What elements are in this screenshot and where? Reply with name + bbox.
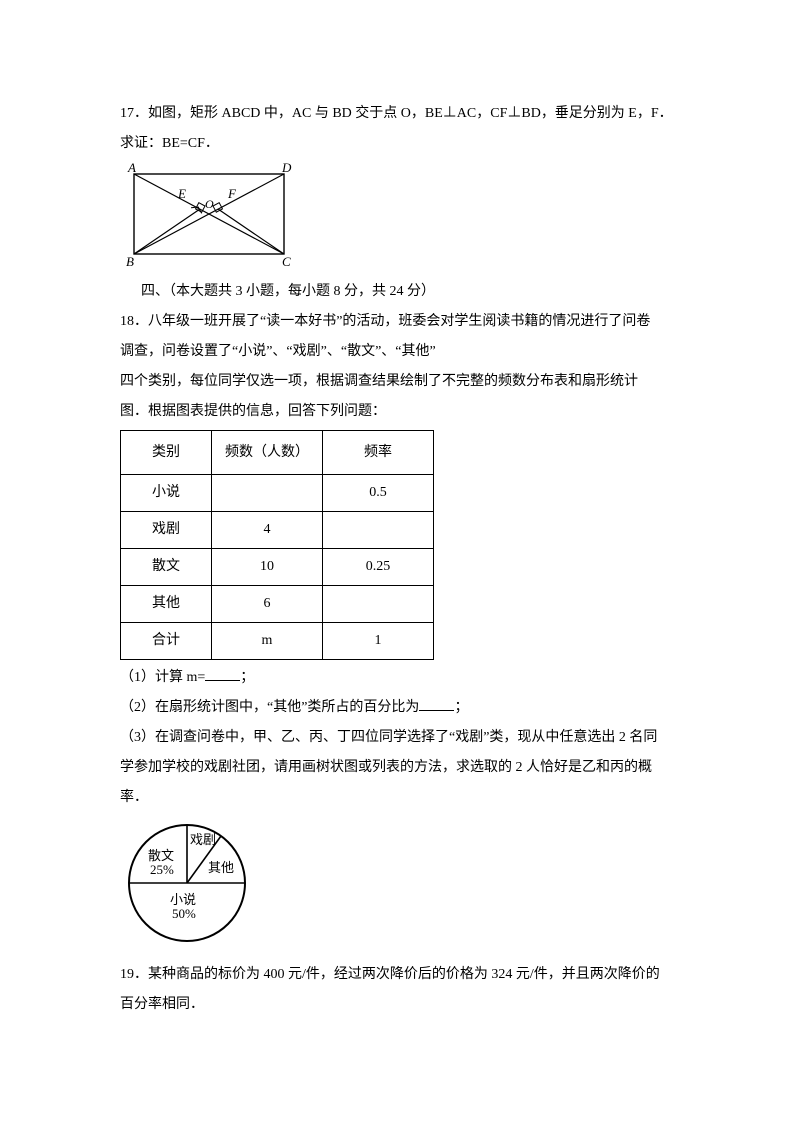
blank-other-pct xyxy=(419,696,454,711)
q18-line2: 调查，问卷设置了“小说”、“戏剧”、“散文”、“其他” xyxy=(120,338,680,366)
q17-line2: 求证：BE=CF． xyxy=(120,130,680,158)
table-header-row: 类别 频数（人数） 频率 xyxy=(121,431,434,475)
seg-cf xyxy=(218,209,284,254)
q18-sub1: （1）计算 m= ； xyxy=(120,664,680,692)
q18-sub1-post: ； xyxy=(240,670,254,685)
label-o: O xyxy=(205,197,214,211)
q18-sub3b: 学参加学校的戏剧社团，请用画树状图或列表的方法，求选取的 2 人恰好是乙和丙的概 xyxy=(120,754,680,782)
th-rate: 频率 xyxy=(323,431,434,475)
cell: 6 xyxy=(212,586,323,623)
q17-line1: 17．如图，矩形 ABCD 中，AC 与 BD 交于点 O，BE⊥AC，CF⊥B… xyxy=(120,100,680,128)
label-e: E xyxy=(177,186,186,201)
cell: 小说 xyxy=(121,475,212,512)
rectangle-figure: A D B C E F O xyxy=(120,160,298,270)
cell: m xyxy=(212,623,323,660)
table-row: 小说 0.5 xyxy=(121,475,434,512)
cell: 其他 xyxy=(121,586,212,623)
cell: 散文 xyxy=(121,549,212,586)
pie-pct-sanwen: 25% xyxy=(150,862,174,877)
pie-chart: 散文 25% 戏剧 其他 小说 50% xyxy=(120,816,255,951)
cell: 4 xyxy=(212,512,323,549)
table-row: 戏剧 4 xyxy=(121,512,434,549)
q18-sub1-pre: （1）计算 m= xyxy=(120,670,205,685)
q18-sub2-post: ； xyxy=(454,700,468,715)
frequency-table: 类别 频数（人数） 频率 小说 0.5 戏剧 4 散文 10 0.25 其他 6… xyxy=(120,430,434,660)
pie-label-sanwen: 散文 xyxy=(148,848,174,863)
table-row: 散文 10 0.25 xyxy=(121,549,434,586)
q19-line2: 百分率相同． xyxy=(120,991,680,1019)
cell: 1 xyxy=(323,623,434,660)
label-d: D xyxy=(281,160,292,175)
cell xyxy=(323,512,434,549)
label-b: B xyxy=(126,254,134,269)
label-a: A xyxy=(127,160,136,175)
label-f: F xyxy=(227,186,237,201)
blank-m xyxy=(205,666,240,681)
cell xyxy=(323,586,434,623)
cell xyxy=(212,475,323,512)
q18-sub2: （2）在扇形统计图中，“其他”类所占的百分比为 ； xyxy=(120,694,680,722)
cell: 10 xyxy=(212,549,323,586)
cell: 0.25 xyxy=(323,549,434,586)
pie-label-qita: 其他 xyxy=(208,860,234,875)
pie-pct-xiaoshuo: 50% xyxy=(172,906,196,921)
q18-sub3a: （3）在调查问卷中，甲、乙、丙、丁四位同学选择了“戏剧”类，现从中任意选出 2 … xyxy=(120,724,680,752)
pie-label-xiju: 戏剧 xyxy=(190,832,216,847)
cell: 0.5 xyxy=(323,475,434,512)
th-category: 类别 xyxy=(121,431,212,475)
cell: 戏剧 xyxy=(121,512,212,549)
pie-label-xiaoshuo: 小说 xyxy=(170,892,196,907)
q18-sub3c: 率． xyxy=(120,784,680,812)
cell: 合计 xyxy=(121,623,212,660)
th-freq: 频数（人数） xyxy=(212,431,323,475)
seg-be xyxy=(134,209,200,254)
label-c: C xyxy=(282,254,291,269)
q19-line1: 19．某种商品的标价为 400 元/件，经过两次降价后的价格为 324 元/件，… xyxy=(120,961,680,989)
q18-line3: 四个类别，每位同学仅选一项，根据调查结果绘制了不完整的频数分布表和扇形统计 xyxy=(120,368,680,396)
q18-line1: 18．八年级一班开展了“读一本好书”的活动，班委会对学生阅读书籍的情况进行了问卷 xyxy=(120,308,680,336)
page: 17．如图，矩形 ABCD 中，AC 与 BD 交于点 O，BE⊥AC，CF⊥B… xyxy=(0,0,800,1061)
q18-line4: 图．根据图表提供的信息，回答下列问题： xyxy=(120,398,680,426)
section4-heading: 四、（本大题共 3 小题，每小题 8 分，共 24 分） xyxy=(120,278,680,306)
q18-sub2-pre: （2）在扇形统计图中，“其他”类所占的百分比为 xyxy=(120,700,419,715)
table-row: 其他 6 xyxy=(121,586,434,623)
table-row: 合计 m 1 xyxy=(121,623,434,660)
